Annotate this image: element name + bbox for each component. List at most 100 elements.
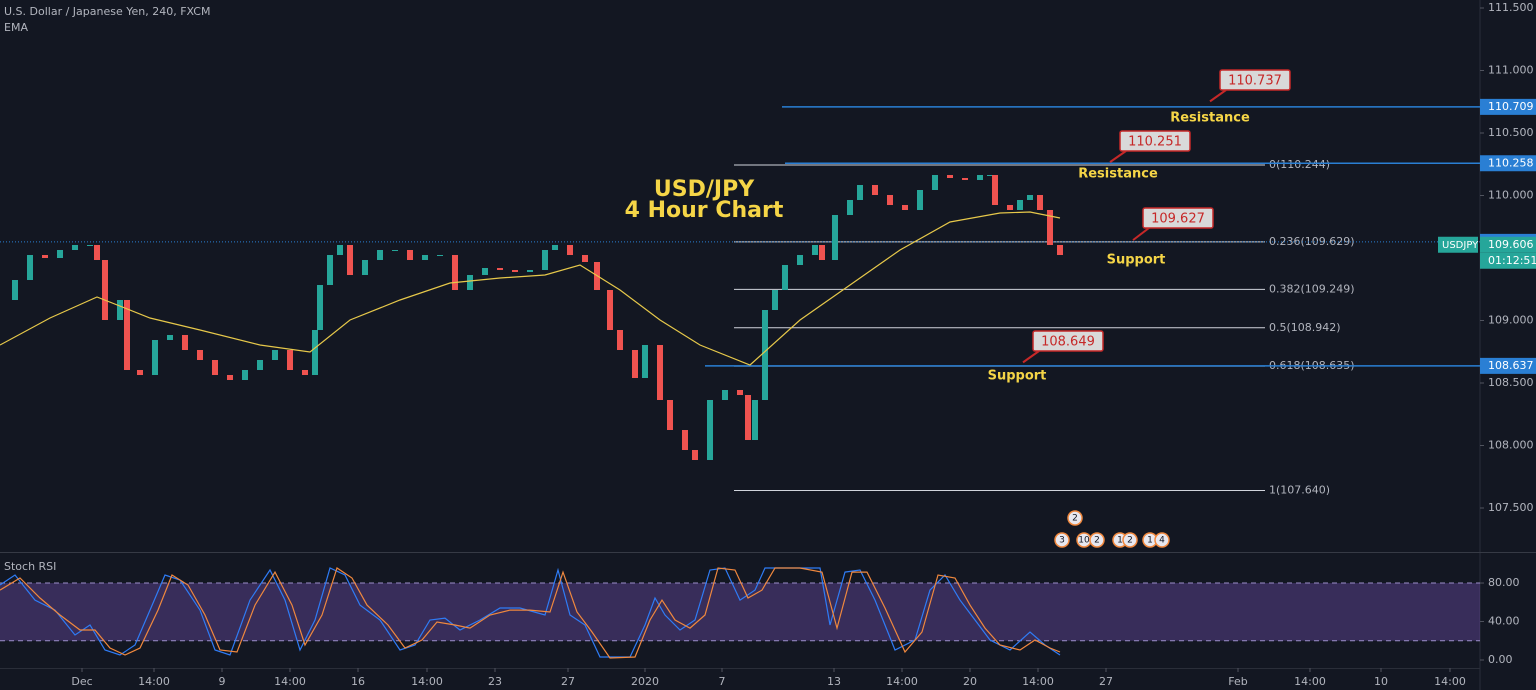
callout-label: Support bbox=[1107, 253, 1166, 268]
y-tick-label: 111.500 bbox=[1488, 1, 1534, 14]
pane-title: Stoch RSI bbox=[4, 560, 56, 573]
candle bbox=[482, 268, 488, 275]
x-tick-label: Dec bbox=[71, 675, 92, 688]
y-tick-label: 108.500 bbox=[1488, 376, 1534, 389]
callout-value: 110.737 bbox=[1228, 74, 1282, 89]
chart-title: U.S. Dollar / Japanese Yen, 240, FXCM bbox=[4, 5, 210, 18]
candle bbox=[722, 390, 728, 400]
callout-box bbox=[1142, 207, 1214, 229]
event-count: 2 bbox=[1094, 536, 1100, 546]
candle bbox=[992, 175, 998, 205]
candle bbox=[497, 268, 503, 270]
callout-value: 110.251 bbox=[1128, 135, 1182, 150]
candle bbox=[392, 250, 398, 251]
x-tick-label: Feb bbox=[1228, 675, 1247, 688]
callout-value: 108.649 bbox=[1041, 335, 1095, 350]
price-label: 108.637 bbox=[1488, 359, 1534, 372]
candle bbox=[772, 290, 778, 310]
candle bbox=[72, 245, 78, 250]
candle bbox=[692, 450, 698, 460]
candle bbox=[947, 175, 953, 178]
y-tick-label: 111.000 bbox=[1488, 64, 1534, 77]
candle bbox=[512, 270, 518, 272]
candle bbox=[407, 250, 413, 260]
event-icon bbox=[1122, 532, 1138, 548]
candle bbox=[987, 175, 993, 176]
band bbox=[0, 583, 1480, 641]
candle bbox=[682, 430, 688, 450]
candle bbox=[667, 400, 673, 430]
x-tick-label: 9 bbox=[219, 675, 226, 688]
event-count: 10 bbox=[1078, 536, 1090, 546]
price-label: 110.258 bbox=[1488, 156, 1534, 169]
indicator-name: EMA bbox=[4, 21, 28, 34]
y-tick-label: 40.00 bbox=[1488, 615, 1520, 628]
price-label-box bbox=[1480, 155, 1536, 172]
candle bbox=[1027, 195, 1033, 200]
candle bbox=[117, 300, 123, 320]
event-count: 4 bbox=[1159, 536, 1165, 546]
candle bbox=[762, 310, 768, 400]
symbol-label: USDJPY bbox=[1442, 240, 1479, 251]
candle bbox=[377, 250, 383, 260]
event-icon bbox=[1154, 532, 1170, 548]
stoch-line bbox=[0, 567, 1061, 658]
candle bbox=[977, 175, 983, 180]
candle bbox=[317, 285, 323, 330]
y-tick-label: 110.500 bbox=[1488, 126, 1534, 139]
event-icon bbox=[1089, 532, 1105, 548]
candle bbox=[917, 190, 923, 210]
candle bbox=[437, 255, 443, 256]
fib-label: 0.382(109.249) bbox=[1269, 282, 1355, 295]
callout-box bbox=[1119, 130, 1191, 152]
candle bbox=[607, 290, 613, 330]
price-label-box bbox=[1480, 357, 1536, 374]
price-label: 110.709 bbox=[1488, 100, 1534, 113]
candle bbox=[124, 300, 130, 370]
candle bbox=[617, 330, 623, 350]
x-tick-label: 14:00 bbox=[1434, 675, 1466, 688]
callout-label: Resistance bbox=[1170, 111, 1250, 126]
candle bbox=[552, 245, 558, 250]
candle bbox=[42, 255, 48, 258]
x-tick-label: 14:00 bbox=[138, 675, 170, 688]
candle bbox=[362, 260, 368, 275]
event-count: 1 bbox=[1147, 536, 1153, 546]
x-tick-label: 7 bbox=[719, 675, 726, 688]
candle bbox=[642, 345, 648, 378]
event-count: 1 bbox=[1117, 536, 1123, 546]
callout-box bbox=[1219, 69, 1291, 91]
candle bbox=[12, 280, 18, 300]
candle bbox=[312, 330, 318, 375]
price-label-box bbox=[1480, 98, 1536, 115]
candle bbox=[887, 195, 893, 205]
candle bbox=[737, 390, 743, 395]
event-icon bbox=[1067, 510, 1083, 526]
callout-pointer bbox=[1209, 89, 1227, 103]
stoch-line bbox=[0, 567, 1061, 659]
countdown-box bbox=[1480, 252, 1536, 269]
candle bbox=[872, 185, 878, 195]
candle bbox=[257, 360, 263, 370]
x-tick-label: 2020 bbox=[631, 675, 659, 688]
callout-pointer bbox=[1022, 350, 1040, 364]
candle bbox=[902, 205, 908, 210]
candle bbox=[57, 250, 63, 258]
candle bbox=[962, 178, 968, 180]
x-tick-label: 14:00 bbox=[886, 675, 918, 688]
fib-label: 1(107.640) bbox=[1269, 484, 1330, 497]
x-tick-label: 14:00 bbox=[411, 675, 443, 688]
candle bbox=[227, 375, 233, 380]
candle bbox=[212, 360, 218, 375]
x-tick-label: 14:00 bbox=[274, 675, 306, 688]
y-tick-label: 108.000 bbox=[1488, 439, 1534, 452]
candle bbox=[27, 255, 33, 280]
candle bbox=[452, 255, 458, 290]
candle bbox=[337, 245, 343, 255]
candle bbox=[272, 350, 278, 360]
candle bbox=[745, 395, 751, 440]
candle bbox=[567, 245, 573, 255]
fib-label: 0(110.244) bbox=[1269, 158, 1330, 171]
x-tick-label: 14:00 bbox=[1022, 675, 1054, 688]
candle bbox=[1007, 205, 1013, 210]
